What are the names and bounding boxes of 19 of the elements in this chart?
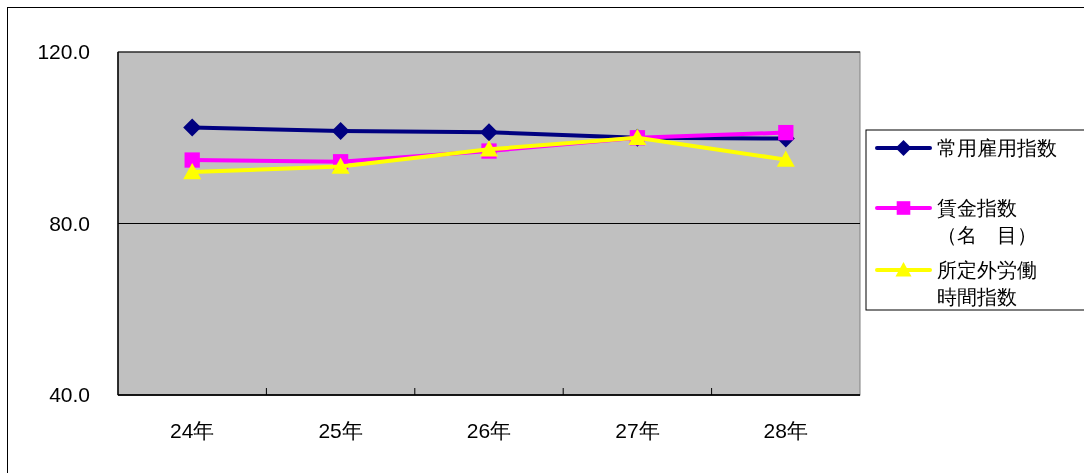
- point: [331, 121, 350, 140]
- point: [480, 123, 498, 142]
- legend-label: 常用雇用指数: [937, 137, 1057, 159]
- y-tick-label: 80.0: [49, 211, 90, 235]
- x-tick-label: 27年: [615, 419, 660, 442]
- point: [184, 152, 200, 168]
- x-tick-label: 26年: [466, 419, 512, 442]
- x-tick-label: 24年: [170, 419, 215, 442]
- point: [183, 118, 202, 137]
- y-tick-label: 40.0: [49, 383, 90, 406]
- point: [331, 157, 350, 174]
- point: [776, 150, 795, 167]
- legend-label: 所定外労働時間指数: [937, 259, 1037, 308]
- point: [183, 163, 202, 180]
- y-tick-label: 120.0: [37, 40, 90, 63]
- legend-label: 賃金指数（名 目）: [937, 197, 1037, 246]
- x-tick-label: 25年: [318, 419, 363, 442]
- x-tick-label: 28年: [763, 419, 808, 442]
- point: [778, 124, 794, 141]
